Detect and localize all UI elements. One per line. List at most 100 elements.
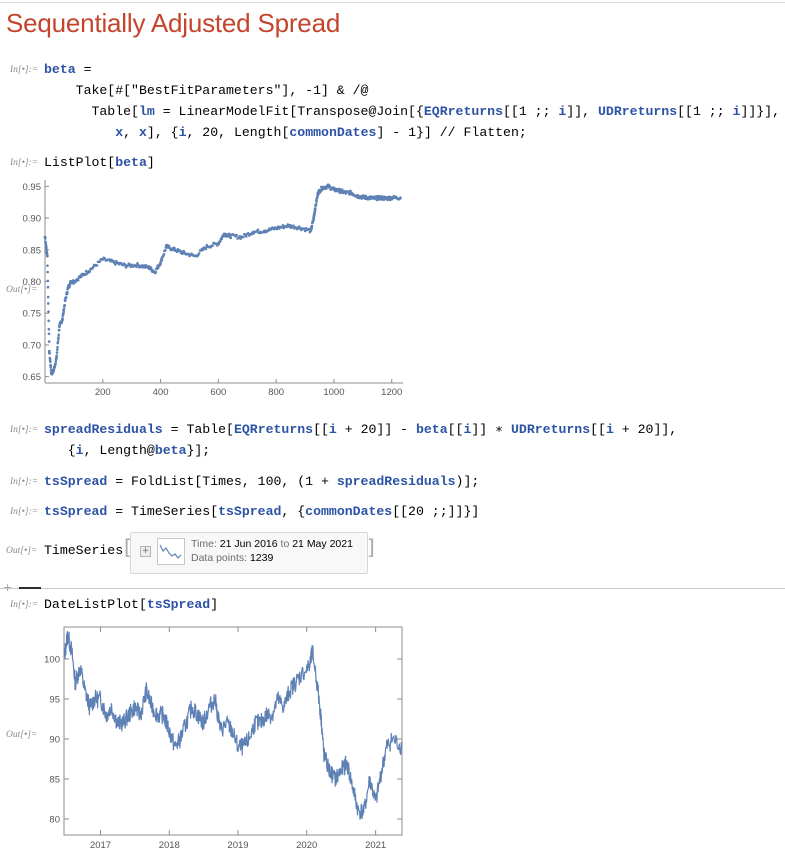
y-tick-label: 0.70 (23, 340, 42, 351)
y-tick-label: 0.80 (23, 277, 42, 288)
data-point (228, 234, 232, 238)
data-point (367, 196, 371, 200)
code-token: EQRreturns (423, 104, 504, 119)
code-token: , Length@ (83, 443, 155, 458)
data-point (46, 279, 50, 283)
x-tick-label: 2019 (227, 840, 248, 851)
code-token: Table[ (91, 104, 139, 119)
in-label: In[•]:= (10, 600, 39, 610)
data-point (307, 227, 311, 231)
x-tick-label: 1200 (381, 387, 402, 398)
y-tick-label: 0.95 (23, 182, 42, 193)
data-point (246, 232, 250, 235)
data-point (46, 295, 50, 299)
data-point (58, 324, 61, 328)
input-cell-4[interactable]: tsSpread = FoldList[Times, 100, (1 + spr… (44, 471, 479, 492)
data-point (46, 285, 50, 289)
code-token: spreadResiduals (44, 422, 163, 437)
code-token: ]], (566, 104, 598, 119)
y-tick-label: 100 (44, 655, 60, 666)
data-point (95, 264, 99, 267)
thumbnail-sparkline (159, 544, 182, 559)
input-cell-2[interactable]: ListPlot[beta] (44, 152, 155, 173)
section-title: Sequentially Adjusted Spread (6, 8, 341, 38)
timeseries-head: TimeSeries (44, 543, 124, 558)
data-point (45, 248, 48, 251)
data-point (55, 351, 59, 354)
code-token: beta (44, 62, 76, 77)
data-point (302, 227, 306, 231)
input-cell-5[interactable]: tsSpread = TimeSeries[tsSpread, {commonD… (44, 501, 479, 522)
data-point (45, 245, 48, 249)
data-point (193, 254, 197, 258)
expand-icon[interactable]: + (140, 546, 151, 557)
code-token: = (75, 62, 92, 77)
data-point (57, 328, 61, 332)
code-token: i (463, 422, 472, 437)
data-point (187, 252, 190, 256)
x-tick-label: 2021 (365, 840, 386, 851)
data-point (63, 303, 67, 307)
data-point (147, 266, 151, 269)
code-token: commonDates (305, 504, 393, 519)
data-point (274, 226, 278, 230)
code-token: [[20 ;;]]}] (392, 504, 480, 519)
data-point (281, 224, 285, 227)
code-token: beta (154, 443, 187, 458)
code-token: ] (146, 155, 155, 170)
code-token: ]]}], (740, 104, 781, 119)
code-token: ListPlot[ (44, 155, 116, 170)
data-point (49, 360, 52, 364)
code-token: tsSpread (44, 504, 108, 519)
data-point (81, 273, 84, 277)
out-label: Out[•]= (6, 730, 38, 740)
in-label: In[•]:= (10, 477, 39, 487)
code-token: = TimeSeries[ (107, 504, 219, 519)
insert-cell-icon[interactable]: + (3, 581, 12, 594)
data-point (182, 251, 186, 255)
data-point (54, 359, 58, 363)
data-point (160, 258, 164, 262)
code-token: Take[#["BestFitParameters"], -1] & /@ (75, 83, 369, 98)
data-point (372, 196, 376, 200)
data-point (303, 229, 307, 233)
data-point (197, 252, 201, 255)
input-cell-7[interactable]: DateListPlot[tsSpread] (44, 594, 218, 615)
data-point (297, 226, 301, 229)
x-tick-label: 600 (210, 387, 226, 398)
y-tick-label: 0.90 (23, 214, 42, 225)
data-point (55, 356, 58, 360)
data-point (220, 237, 224, 241)
data-point (72, 280, 76, 283)
data-point (62, 310, 66, 314)
data-point (344, 191, 347, 195)
data-point (205, 245, 209, 249)
right-bracket: ] (367, 535, 375, 559)
data-point (47, 310, 50, 313)
code-token: = FoldList[Times, 100, (1 + (107, 474, 337, 489)
data-point (159, 261, 162, 264)
data-point (45, 252, 49, 255)
data-point (91, 265, 95, 269)
out-label: Out[•]= (6, 546, 38, 556)
y-tick-label: 90 (49, 735, 60, 746)
code-token: commonDates (289, 125, 377, 140)
data-point (60, 318, 64, 321)
code-token: tsSpread (44, 474, 108, 489)
code-token: )]; (455, 474, 480, 489)
input-cell-1[interactable]: beta = Take[#["BestFitParameters"], -1] … (44, 59, 780, 143)
data-point (256, 228, 260, 232)
y-tick-label: 0.75 (23, 309, 42, 320)
data-point (201, 248, 205, 252)
data-point (382, 198, 386, 201)
data-point (216, 242, 220, 245)
data-point (313, 213, 316, 217)
data-point (56, 340, 60, 344)
to-label: to (280, 538, 290, 550)
data-point (47, 319, 50, 323)
data-point (222, 232, 226, 236)
input-cell-3[interactable]: spreadResiduals = Table[EQRreturns[[i + … (44, 419, 677, 461)
data-point (56, 345, 59, 349)
code-token: [[ (313, 422, 329, 437)
